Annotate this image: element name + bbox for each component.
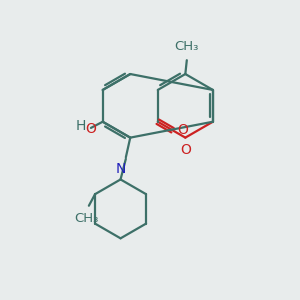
Text: O: O xyxy=(85,122,96,136)
Text: CH₃: CH₃ xyxy=(74,212,98,225)
Text: O: O xyxy=(178,123,188,137)
Text: N: N xyxy=(116,162,126,176)
Text: O: O xyxy=(181,142,191,157)
Text: H: H xyxy=(76,118,86,133)
Text: CH₃: CH₃ xyxy=(175,40,199,53)
